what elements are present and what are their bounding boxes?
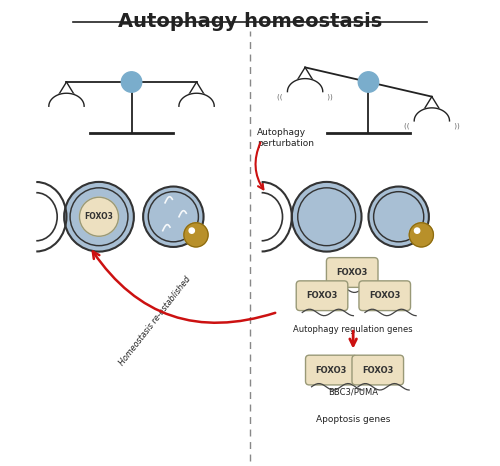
Text: ((: (( <box>278 94 285 100</box>
FancyBboxPatch shape <box>306 355 357 385</box>
Polygon shape <box>179 93 214 106</box>
Text: Autophagy
perturbation: Autophagy perturbation <box>257 129 314 148</box>
Polygon shape <box>414 108 450 121</box>
Text: BBC3/PUMA: BBC3/PUMA <box>328 387 378 396</box>
Text: ((: (( <box>404 123 412 130</box>
FancyBboxPatch shape <box>326 258 378 288</box>
Text: Autophagy homeostasis: Autophagy homeostasis <box>118 12 382 31</box>
Text: FOXO3: FOXO3 <box>84 212 114 221</box>
FancyArrowPatch shape <box>93 252 275 323</box>
FancyBboxPatch shape <box>352 355 404 385</box>
Circle shape <box>143 186 204 247</box>
Text: FOXO3: FOXO3 <box>316 365 347 375</box>
Polygon shape <box>49 93 84 106</box>
Text: FOXO3: FOXO3 <box>362 365 394 375</box>
Text: FOXO3: FOXO3 <box>336 268 368 277</box>
Circle shape <box>184 223 208 247</box>
Text: FOXO3: FOXO3 <box>306 291 338 300</box>
Circle shape <box>409 223 434 247</box>
FancyBboxPatch shape <box>359 281 410 311</box>
Text: Apoptosis genes: Apoptosis genes <box>316 415 390 424</box>
Circle shape <box>64 182 134 252</box>
FancyBboxPatch shape <box>296 281 348 311</box>
Text: Autophagy regulation genes: Autophagy regulation genes <box>294 325 413 334</box>
Circle shape <box>122 72 142 92</box>
Circle shape <box>292 182 362 252</box>
Text: )): )) <box>325 94 333 100</box>
Text: Homeostasis re-established: Homeostasis re-established <box>117 275 192 368</box>
Polygon shape <box>288 79 323 92</box>
Text: )): )) <box>452 123 460 130</box>
Circle shape <box>80 197 118 236</box>
Circle shape <box>414 228 420 233</box>
Text: FOXO3: FOXO3 <box>369 291 400 300</box>
Circle shape <box>358 72 378 92</box>
Circle shape <box>189 228 194 233</box>
Circle shape <box>368 186 429 247</box>
